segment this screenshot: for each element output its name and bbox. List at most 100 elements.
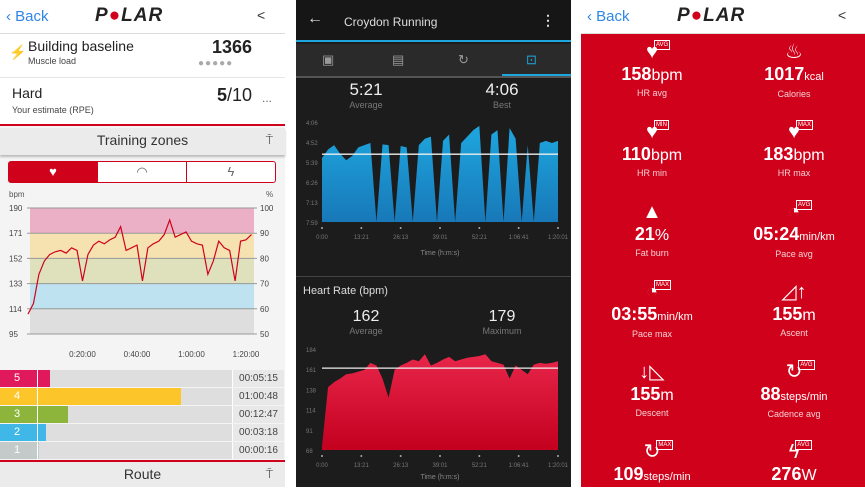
charts-icon[interactable]: ⊡ <box>526 52 537 67</box>
x-tick-dot <box>439 455 441 457</box>
divider <box>37 406 38 423</box>
zone-bar <box>0 406 69 423</box>
stat-ascent: ◿↑ 155m Ascent <box>723 280 865 339</box>
share-icon[interactable]: < <box>257 7 266 23</box>
active-tab-indicator <box>502 74 571 76</box>
polar-logo: P●LAR <box>95 5 164 26</box>
stat-value: 1017 <box>764 64 805 84</box>
x-tick-dot <box>478 455 481 457</box>
descent-icon: ↓◺ <box>639 361 665 383</box>
gauge-icon: ◔ MAX <box>645 280 672 303</box>
heart-rate-zones-chart: bpm % 190 100 171 90 152 80 133 70 114 60 95 50 0:20:0… <box>9 190 274 359</box>
zone-row: 2 00:03:18 <box>0 424 284 441</box>
x-tick-dot <box>321 227 323 229</box>
stat-label: HR max <box>777 168 811 178</box>
stat-unit: bpm <box>651 67 683 84</box>
stat-unit: steps/min <box>643 471 691 483</box>
zone-row: 1 00:00:16 <box>0 442 284 459</box>
x-tick-label: 26:13 <box>393 463 409 469</box>
heart-icon: ♥ AVG <box>646 40 671 63</box>
stat-hr-avg: ♥ AVG 158bpm HR avg <box>581 40 723 99</box>
back-button[interactable]: ‹ Back <box>587 8 630 25</box>
rpe-subtitle: Your estimate (RPE) <box>12 105 94 115</box>
muscle-load-subtitle: Muscle load <box>28 56 77 66</box>
zone-number: 5 <box>14 372 21 384</box>
x-axis-label: Time (h:m:s) <box>420 250 459 257</box>
stat-unit: min/km <box>799 231 835 243</box>
y-tick-label: 133 <box>9 280 23 289</box>
zone-number: 2 <box>14 426 21 438</box>
stat-pace-avg: ◔ AVG 05:24min/km Pace avg <box>723 200 865 260</box>
flame-icon: ♨ <box>785 41 803 63</box>
muscle-load-value: 1366 <box>211 37 252 57</box>
zone-row: 5 00:05:15 <box>0 370 284 387</box>
divider <box>37 388 38 405</box>
x-tick-label: 52:21 <box>472 235 488 241</box>
tab-heart-rate[interactable]: ♥ <box>9 162 98 182</box>
zone-band <box>30 208 254 234</box>
y-tick-label: 7:13 <box>306 201 318 207</box>
stat-unit: steps/min <box>780 391 828 403</box>
divider <box>296 276 571 277</box>
x-tick-dot <box>321 455 323 457</box>
stat-unit: min/km <box>657 311 693 323</box>
stat-unit: % <box>654 227 670 244</box>
garmin-activity-screen: ← Croydon Running ⋮ ▣ ▤ ↻ ⊡ 5:21 Average… <box>296 0 571 487</box>
rpe-row: Hard Your estimate (RPE) 5/10 ... <box>0 78 285 126</box>
laps-icon[interactable]: ↻ <box>458 52 469 67</box>
x-tick-label: 39:01 <box>432 235 448 241</box>
details-icon[interactable]: ▤ <box>392 52 405 67</box>
back-button[interactable]: ‹ Back <box>6 8 49 25</box>
x-tick-label: 0:00 <box>316 235 328 241</box>
expand-icon[interactable]: ⍑ <box>265 467 273 481</box>
training-zones-header[interactable]: Training zones ⍑ <box>0 128 285 155</box>
x-axis-label: Time (h:m:s) <box>420 474 459 481</box>
summary-icon[interactable]: ▣ <box>322 52 335 67</box>
collapse-icon[interactable]: ⍑ <box>265 133 273 147</box>
divider <box>37 442 38 459</box>
stat-label: Fat burn <box>635 248 669 258</box>
stat-value: 88 <box>760 384 781 404</box>
top-bar: ‹ Back P●LAR < <box>0 0 285 34</box>
y-tick-label: 138 <box>306 388 317 394</box>
tab-power[interactable]: ϟ <box>187 162 275 182</box>
area-series <box>322 125 558 222</box>
more-button[interactable]: ... <box>261 91 272 105</box>
heart-rate-chart: 184 161 138 114 91 68 0:00 13:21 26:13 39:01 52:21… <box>306 348 569 481</box>
cadence-icon: ↻ MAX <box>643 440 674 463</box>
stat-label: Cadence avg <box>767 409 821 419</box>
pace-average: 5:21 Average <box>349 80 383 110</box>
cadence-icon: ↻ AVG <box>785 360 815 383</box>
x-tick-dot <box>478 227 481 229</box>
heart-rate-line <box>27 218 252 315</box>
zone-time: 00:03:18 <box>232 424 284 441</box>
y-tick-label: 114 <box>306 409 316 415</box>
stat-value: 21 <box>634 224 655 244</box>
zone-band <box>30 233 254 259</box>
back-arrow-icon[interactable]: ← <box>307 10 323 27</box>
stat-cadence-avg: ↻ AVG 88steps/min Cadence avg <box>723 360 865 420</box>
zone-band <box>30 308 254 334</box>
area-series <box>322 354 558 450</box>
tab-speed[interactable]: ◠ <box>98 162 187 182</box>
stat-item: ↻ MAX 109steps/min <box>581 440 723 489</box>
x-tick-dot <box>439 227 441 229</box>
zone-row: 4 01:00:48 <box>0 388 284 405</box>
share-icon[interactable]: < <box>838 7 847 23</box>
x-tick-label: 13:21 <box>354 463 370 469</box>
x-tick-label: 1:20:01 <box>548 463 569 469</box>
top-bar: ‹ Back P●LAR < <box>581 0 865 34</box>
polar-summary-screen: ‹ Back P●LAR < ♥ AVG 158bpm HR avg ♨ 1017… <box>581 0 865 487</box>
pace-chart: 4:06 4:52 5:39 6:26 7:13 7:59 0:00 13:21 26:13 39… <box>306 121 569 257</box>
route-header[interactable]: Route ⍑ <box>0 460 285 487</box>
stat-label: Pace max <box>631 329 673 339</box>
overflow-menu-icon[interactable]: ⋮ <box>541 12 555 28</box>
speed-gauge-icon: ◠ <box>136 164 148 179</box>
heart-rate-title: Heart Rate (bpm) <box>303 285 388 297</box>
power-icon: ϟ AVG <box>788 440 812 463</box>
x-tick-label: 0:40:00 <box>124 350 151 359</box>
y2-tick-label: 70 <box>260 280 269 289</box>
y2-tick-label: 60 <box>260 305 269 314</box>
y-tick-label: 114 <box>9 305 22 314</box>
x-tick-label: 13:21 <box>354 235 370 241</box>
